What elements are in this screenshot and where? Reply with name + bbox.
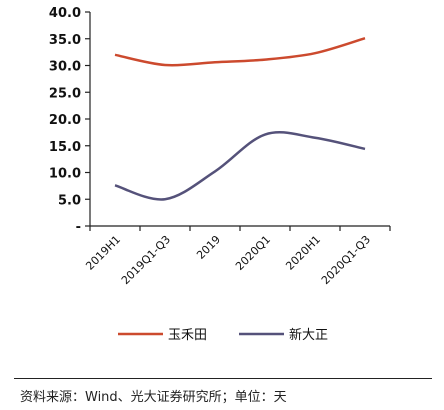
legend-label-yuhetian: 玉禾田 [168, 328, 207, 343]
x-tick-label: 2020Q1 [233, 233, 273, 273]
legend-label-xindazheng: 新大正 [289, 327, 328, 343]
series-lines [114, 37, 366, 201]
x-tick-label: 2019H1 [83, 233, 123, 273]
x-tick-label: 2019Q1-Q3 [119, 233, 173, 287]
legend: 玉禾田 新大正 [118, 327, 328, 343]
source-note: 资料来源：Wind、光大证券研究所；单位：天 [20, 390, 287, 405]
y-tick-label: 40.0 [49, 6, 81, 21]
y-tick-label: - [76, 220, 81, 235]
y-tick-label: 5.0 [58, 193, 81, 208]
series-line-1 [114, 131, 366, 201]
y-tick-label: 30.0 [49, 60, 81, 75]
footer-divider [14, 378, 432, 379]
y-tick-label: 10.0 [49, 167, 81, 182]
x-tick-label: 2020H1 [283, 233, 323, 273]
x-tick-label: 2020Q1-Q3 [319, 233, 373, 287]
y-tick-label: 20.0 [49, 113, 81, 128]
y-tick-label: 35.0 [49, 33, 81, 48]
y-tick-label: 15.0 [49, 140, 81, 155]
series-line-0 [114, 37, 366, 67]
x-tick-label: 2019 [194, 233, 223, 262]
y-tick-label: 25.0 [49, 86, 81, 101]
y-axis-ticks: - 5.0 10.0 15.0 20.0 25.0 30.0 35.0 40.0 [49, 6, 90, 235]
line-chart: -5.010.015.020.025.030.035.040.0 2019H12… [49, 6, 391, 343]
